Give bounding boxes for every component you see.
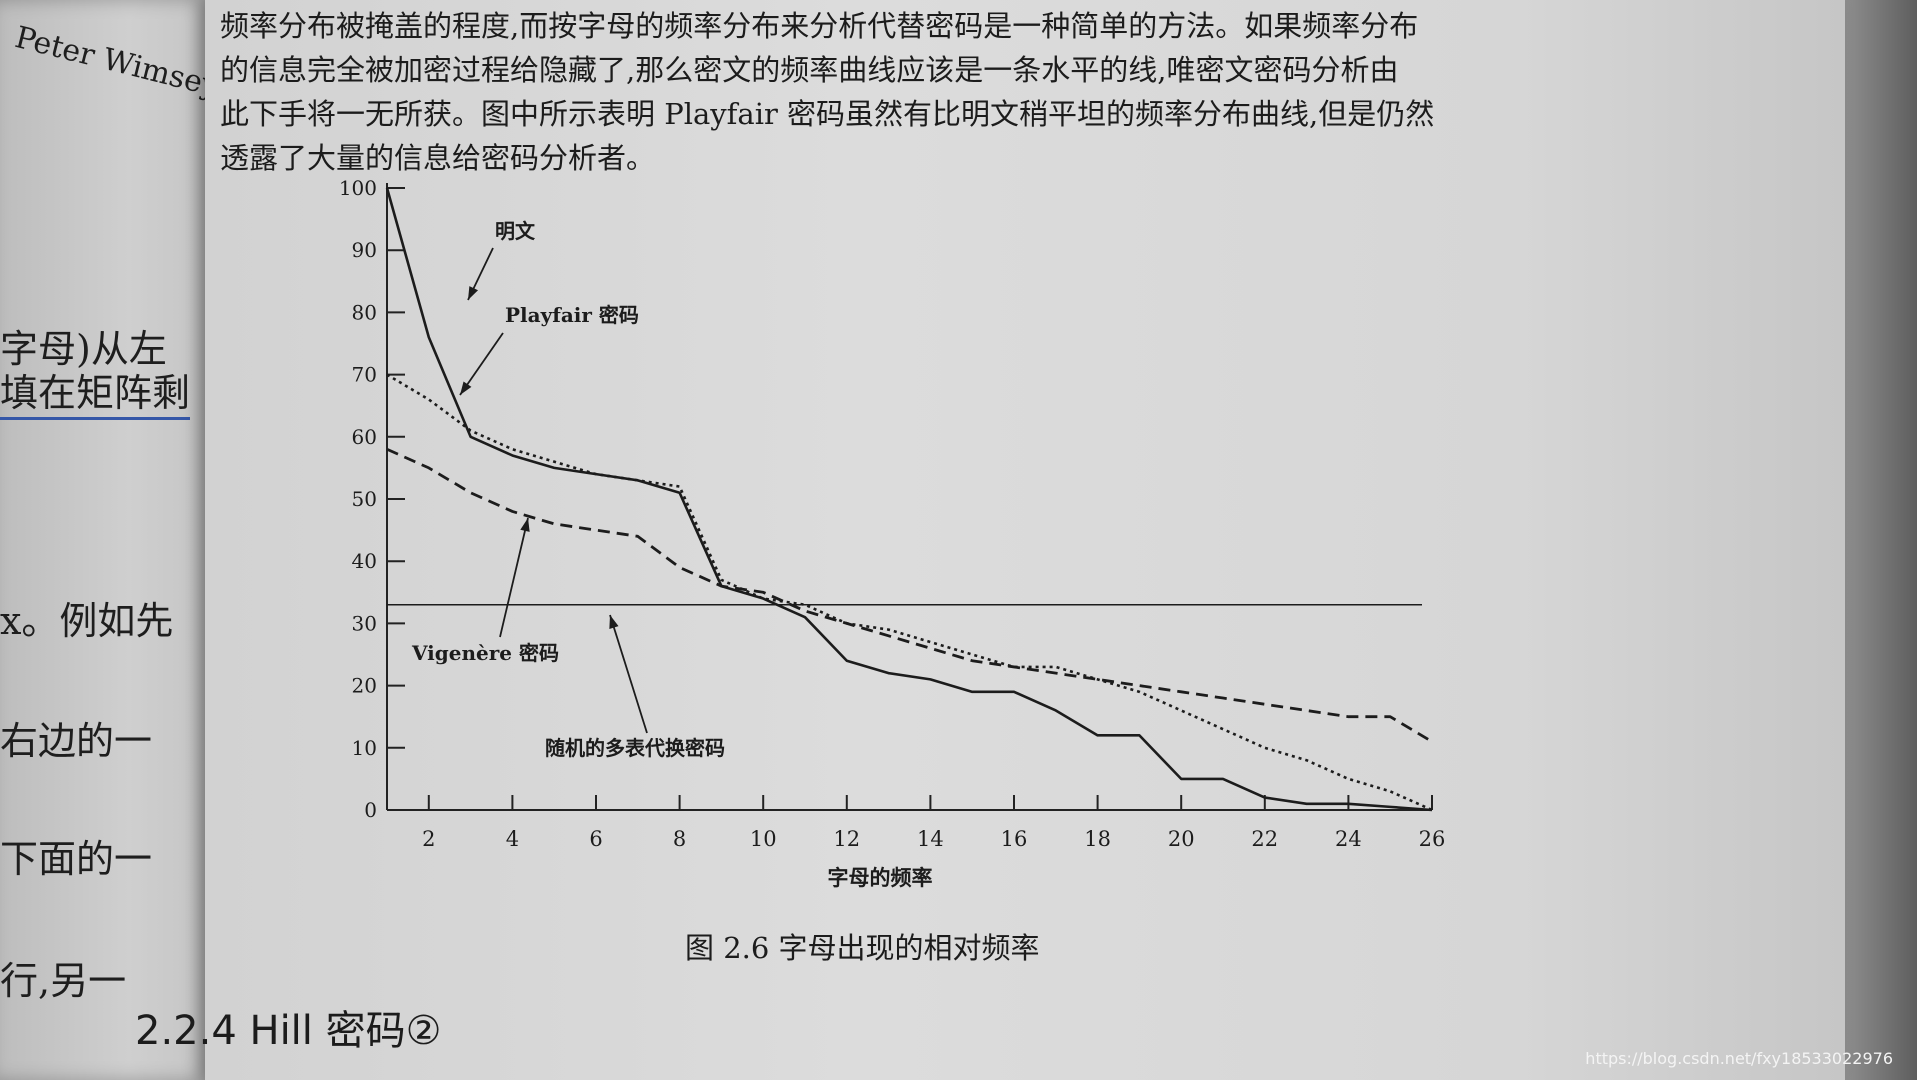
y-tick-label: 80 <box>352 300 377 324</box>
y-tick-label: 30 <box>352 611 377 635</box>
series-line <box>386 447 1433 743</box>
left-page-fragment: 下面的一 <box>0 837 153 881</box>
y-tick-label: 90 <box>352 238 377 262</box>
x-tick-label: 2 <box>422 827 435 851</box>
x-tick-label: 24 <box>1335 827 1362 851</box>
x-tick-label: 6 <box>589 827 602 851</box>
annotation-arrow <box>609 614 648 734</box>
x-tick-label: 10 <box>750 827 777 851</box>
annotation-arrowhead <box>609 615 619 629</box>
y-tick-label: 70 <box>352 363 377 387</box>
paragraph-line: 此下手将一无所获。图中所示表明 Playfair 密码虽然有比明文稍平坦的频率分… <box>220 97 1435 131</box>
figure-caption: 图 2.6 字母出现的相对频率 <box>685 931 1040 965</box>
x-tick-label: 22 <box>1251 827 1278 851</box>
x-tick-label: 12 <box>833 827 860 851</box>
chart-annotations: 明文 Playfair 密码 Vigenère 密码 随机的多表代换密码 <box>411 219 725 760</box>
series-line <box>385 187 1433 812</box>
section-heading: 2.2.4 Hill 密码② <box>135 1008 442 1054</box>
annotation-label: Playfair 密码 <box>505 303 639 327</box>
y-tick-label: 40 <box>352 549 377 573</box>
left-page-fragment: 填在矩阵剩 <box>0 362 191 420</box>
y-tick-label: 0 <box>364 798 377 822</box>
x-tick-label: 14 <box>917 827 944 851</box>
paragraph-line: 透露了大量的信息给密码分析者。 <box>220 141 656 175</box>
annotation-label: 明文 <box>495 219 536 243</box>
annotation-arrow <box>499 517 529 638</box>
y-tick-label: 50 <box>352 487 377 511</box>
series-line <box>386 373 1433 812</box>
body-paragraph: 频率分布被掩盖的程度,而按字母的频率分布来分析代替密码是一种简单的方法。如果频率… <box>220 4 1620 180</box>
x-axis-label: 字母的频率 <box>828 865 933 890</box>
x-tick-label: 4 <box>506 827 519 851</box>
watermark-text: https://blog.csdn.net/fxy18533022976 <box>1585 1049 1893 1068</box>
annotation-arrowhead <box>460 381 472 395</box>
annotation-label: Vigenère 密码 <box>411 641 559 665</box>
left-page-fragment: 右边的一 <box>0 719 153 763</box>
chart-series <box>385 187 1433 812</box>
paragraph-line: 的信息完全被加密过程给隐藏了,那么密文的频率曲线应该是一条水平的线,唯密文密码分… <box>220 53 1399 87</box>
x-tick-label: 16 <box>1001 827 1028 851</box>
x-tick-label: 20 <box>1168 827 1195 851</box>
paragraph-line: 频率分布被掩盖的程度,而按字母的频率分布来分析代替密码是一种简单的方法。如果频率… <box>220 9 1419 43</box>
left-page-fragment: 行,另一 <box>0 959 127 1003</box>
left-book-page: Peter Wimsey 字母)从左 填在矩阵剩 x。例如先 右边的一 下面的一… <box>0 0 215 1080</box>
annotation-arrowhead <box>468 286 479 300</box>
y-tick-label: 20 <box>352 674 377 698</box>
y-tick-label: 100 <box>339 176 377 200</box>
y-tick-label: 10 <box>352 736 377 760</box>
x-tick-label: 26 <box>1419 827 1446 851</box>
y-tick-label: 60 <box>352 425 377 449</box>
annotation-label: 随机的多表代换密码 <box>545 736 725 760</box>
annotation-arrowhead <box>520 518 530 532</box>
x-tick-label: 18 <box>1084 827 1111 851</box>
left-page-fragment: x。例如先 <box>0 599 174 643</box>
x-tick-label: 8 <box>673 827 686 851</box>
left-page-fragment: 字母)从左 <box>0 327 167 371</box>
main-book-page <box>205 0 1845 1080</box>
